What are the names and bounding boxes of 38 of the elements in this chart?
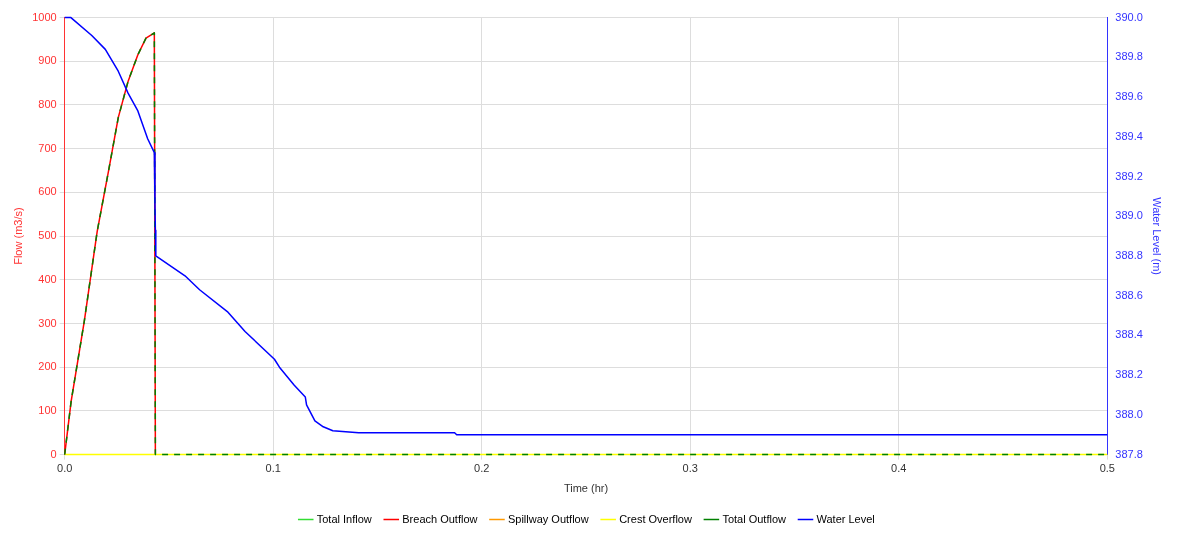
y2-tick-label: 389.2 — [1115, 169, 1143, 182]
y2-tick-label: 389.8 — [1115, 50, 1143, 63]
y2-tick-label: 389.6 — [1115, 90, 1143, 103]
y-tick-label: 800 — [38, 98, 57, 111]
x-tick-label: 0.1 — [265, 462, 281, 475]
x-tick-label: 0.2 — [474, 462, 490, 475]
legend-label: Spillway Outflow — [507, 512, 589, 525]
y2-tick-label: 388.0 — [1115, 407, 1143, 420]
legend-label: Total Inflow — [316, 512, 372, 525]
y-tick-label: 600 — [38, 185, 57, 198]
y2-tick-label: 388.4 — [1115, 328, 1143, 341]
y-tick-label: 200 — [38, 360, 57, 373]
legend-label: Water Level — [816, 512, 875, 525]
y-tick-label: 500 — [38, 229, 57, 242]
y-axis-title: Flow (m3/s) — [11, 207, 24, 265]
y2-tick-label: 389.4 — [1115, 129, 1143, 142]
y2-tick-label: 389.0 — [1115, 209, 1143, 222]
y-tick-label: 100 — [38, 403, 57, 416]
y2-tick-label: 388.8 — [1115, 248, 1143, 261]
x-axis-title: Time (hr) — [563, 482, 609, 495]
y-tick-label: 300 — [38, 316, 57, 329]
legend-label: Crest Overflow — [619, 512, 692, 525]
y-tick-label: 700 — [38, 141, 57, 154]
y2-tick-label: 388.6 — [1115, 288, 1143, 301]
y-tick-label: 400 — [38, 272, 57, 285]
y-tick-label: 900 — [38, 54, 57, 67]
y2-axis-title: Water Level (m) — [1151, 197, 1164, 276]
y2-tick-label: 387.8 — [1115, 447, 1143, 460]
legend-label: Breach Outflow — [402, 512, 478, 525]
x-tick-label: 0.4 — [891, 462, 907, 475]
legend-label: Total Outflow — [722, 512, 787, 525]
y-tick-label: 0 — [50, 447, 57, 460]
y2-tick-label: 390.0 — [1115, 10, 1143, 23]
x-tick-label: 0.5 — [1099, 462, 1115, 475]
x-tick-label: 0.0 — [57, 462, 73, 475]
y2-tick-label: 388.2 — [1115, 368, 1143, 381]
x-tick-label: 0.3 — [682, 462, 698, 475]
y-tick-label: 1000 — [32, 10, 57, 23]
